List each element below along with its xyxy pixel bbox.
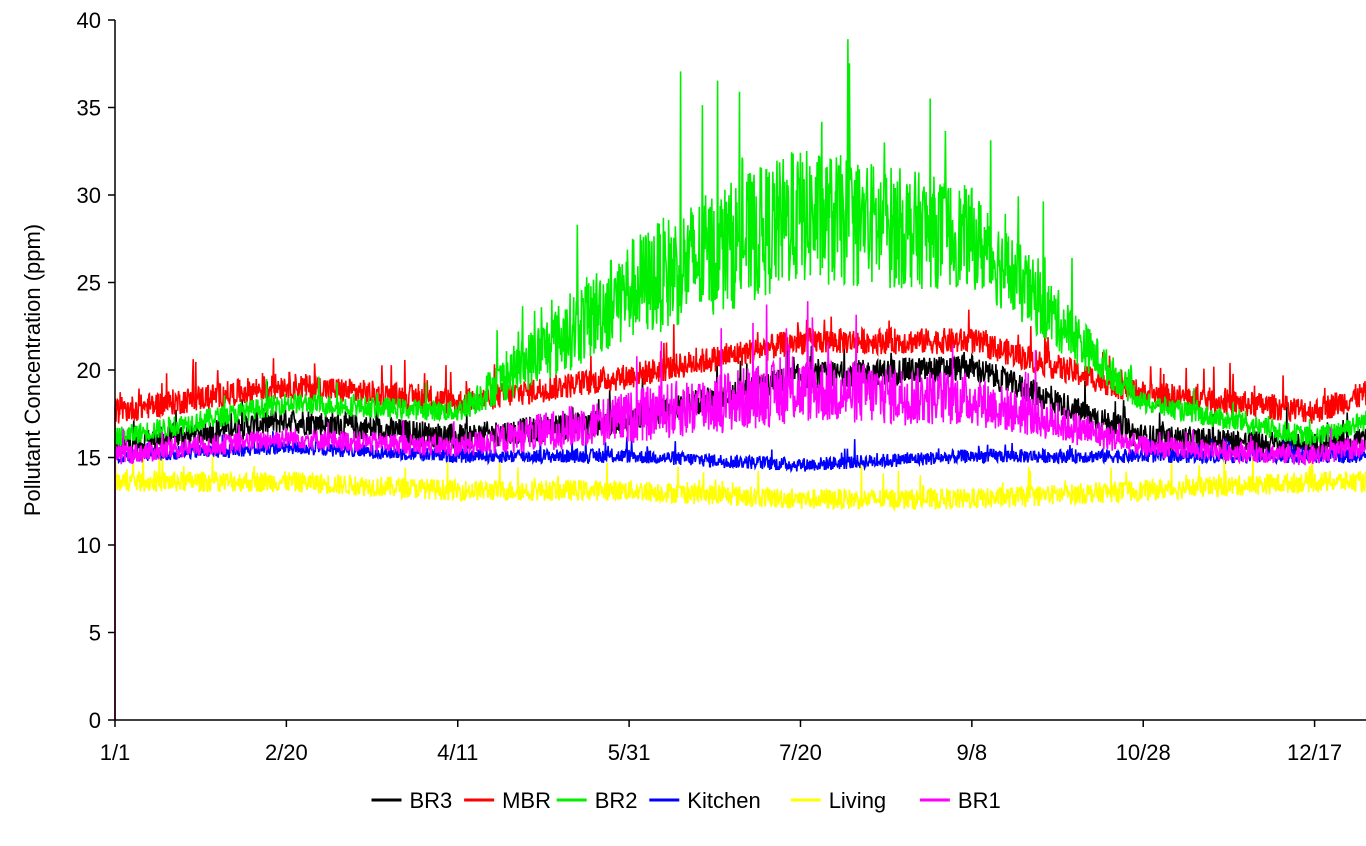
y-tick-label: 25 [77,271,101,296]
y-tick-label: 20 [77,358,101,383]
x-tick-label: 7/20 [779,740,822,765]
x-tick-label: 2/20 [265,740,308,765]
y-axis-title: Pollutant Concentration (ppm) [20,224,45,516]
y-tick-label: 15 [77,446,101,471]
y-tick-label: 5 [89,621,101,646]
y-tick-label: 30 [77,183,101,208]
legend-item-br1: BR1 [919,788,1001,813]
y-tick-label: 35 [77,96,101,121]
legend-item-br3: BR3 [371,788,453,813]
legend-label: Kitchen [687,788,760,813]
x-tick-label: 9/8 [957,740,988,765]
x-tick-label: 12/17 [1287,740,1342,765]
legend-label: MBR [502,788,551,813]
legend-label: BR1 [958,788,1001,813]
series-line-br3 [114,343,1366,720]
legend-label: BR3 [410,788,453,813]
y-axis-ticks: 0 5 10 15 20 25 30 35 40 [77,8,115,733]
legend-item-kitchen: Kitchen [649,788,761,813]
x-tick-label: 4/11 [437,740,478,765]
legend: BR3 MBR BR2 Kitchen Living BR1 [371,788,1001,813]
y-tick-label: 0 [89,708,101,733]
x-tick-label: 5/31 [608,740,651,765]
series-line-living [114,449,1366,720]
series-line-br2 [114,39,1366,720]
x-tick-label: 1/1 [100,740,131,765]
x-tick-label: 10/28 [1116,740,1171,765]
legend-item-mbr: MBR [464,788,551,813]
legend-item-br2: BR2 [556,788,638,813]
legend-item-living: Living [790,788,886,813]
legend-label: BR2 [595,788,638,813]
legend-label: Living [829,788,886,813]
x-axis-ticks: 1/1 2/20 4/11 5/31 7/20 9/8 10/28 12/17 [100,720,1342,765]
series-line-br1 [114,301,1366,720]
y-tick-label: 40 [77,8,101,33]
y-tick-label: 10 [77,533,101,558]
series-layer [114,39,1366,720]
series-line-mbr [114,309,1366,720]
